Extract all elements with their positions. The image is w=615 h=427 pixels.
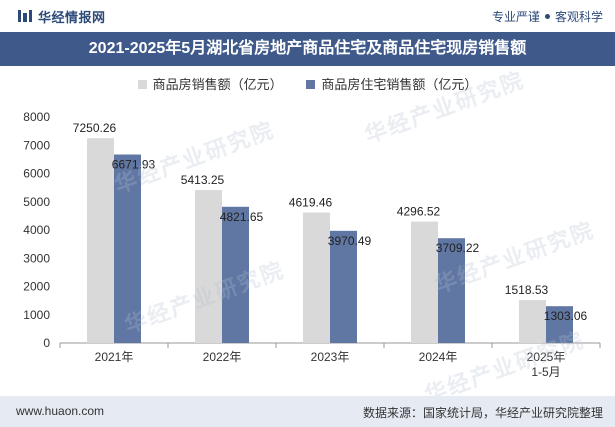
bar-series-1 xyxy=(519,300,546,343)
legend-swatch-series-2 xyxy=(306,80,316,90)
bar-series-2 xyxy=(330,230,357,343)
y-tick-label: 3000 xyxy=(23,251,50,265)
header-bar: 华经情报网 专业严谨 客观科学 xyxy=(0,0,615,30)
y-tick-label: 2000 xyxy=(23,280,50,294)
huajing-logo-icon xyxy=(18,10,32,22)
data-label-series-1: 7250.26 xyxy=(73,121,117,135)
legend-label-series-2: 商品房住宅销售额（亿元） xyxy=(321,77,478,92)
data-label-series-1: 4619.46 xyxy=(289,196,333,210)
legend-item-series-1: 商品房销售额（亿元） xyxy=(137,74,283,93)
bar-series-1 xyxy=(87,138,114,343)
y-tick-label: 1000 xyxy=(23,308,50,322)
x-tick-label: 2025年 xyxy=(527,350,566,364)
bar-series-1 xyxy=(411,221,438,343)
bar-chart: 0 1000 2000 3000 4000 5000 6000 7000 8000 2021年 72… xyxy=(23,110,601,379)
brand-name: 华经情报网 xyxy=(38,10,106,25)
bar-series-1 xyxy=(195,190,222,343)
y-tick-label: 0 xyxy=(43,336,50,350)
x-tick-label: 2023年 xyxy=(311,350,350,364)
chart-title: 2021-2025年5月湖北省房地产商品住宅及商品住宅现房销售额 xyxy=(88,40,527,57)
slogan: 专业严谨 客观科学 xyxy=(492,8,603,25)
data-label-series-1: 1518.53 xyxy=(505,283,549,297)
legend-label-series-1: 商品房销售额（亿元） xyxy=(152,77,283,92)
legend-item-series-2: 商品房住宅销售额（亿元） xyxy=(306,74,477,93)
data-label-series-2: 1303.06 xyxy=(544,309,588,323)
x-tick-label: 2022年 xyxy=(203,350,242,364)
bullet-dot-icon xyxy=(544,14,550,20)
bar-series-2 xyxy=(438,238,465,343)
slogan-right: 客观科学 xyxy=(554,10,603,24)
bar-series-1 xyxy=(303,212,330,343)
chart-legend: 商品房销售额（亿元） 商品房住宅销售额（亿元） xyxy=(0,74,615,94)
data-label-series-2: 6671.93 xyxy=(112,158,156,172)
legend-swatch-series-1 xyxy=(137,80,147,90)
bar-series-2 xyxy=(114,154,141,343)
footer-url-link[interactable]: www.huaon.com xyxy=(16,404,105,418)
data-label-series-2: 3709.22 xyxy=(436,241,480,255)
slogan-left: 专业严谨 xyxy=(491,10,540,24)
x-tick-label: 1-5月 xyxy=(531,365,560,379)
y-tick-label: 4000 xyxy=(23,223,50,237)
data-label-series-1: 4296.52 xyxy=(397,205,441,219)
x-tick-label: 2021年 xyxy=(95,350,134,364)
data-label-series-2: 3970.49 xyxy=(328,234,372,248)
data-label-series-2: 4821.65 xyxy=(220,210,264,224)
data-label-series-1: 5413.25 xyxy=(181,173,225,187)
y-tick-label: 7000 xyxy=(23,138,50,152)
y-tick-label: 6000 xyxy=(23,167,50,181)
y-tick-label: 8000 xyxy=(23,110,50,124)
x-tick-label: 2024年 xyxy=(419,350,458,364)
title-bar: 2021-2025年5月湖北省房地产商品住宅及商品住宅现房销售额 xyxy=(0,32,615,66)
y-tick-label: 5000 xyxy=(23,195,50,209)
bar-series-2 xyxy=(222,206,249,343)
footer-bar: www.huaon.com 数据来源：国家统计局，华经产业研究院整理 xyxy=(0,396,615,427)
data-source-note: 数据来源：国家统计局，华经产业研究院整理 xyxy=(362,406,603,420)
bar-series-2 xyxy=(546,306,573,343)
